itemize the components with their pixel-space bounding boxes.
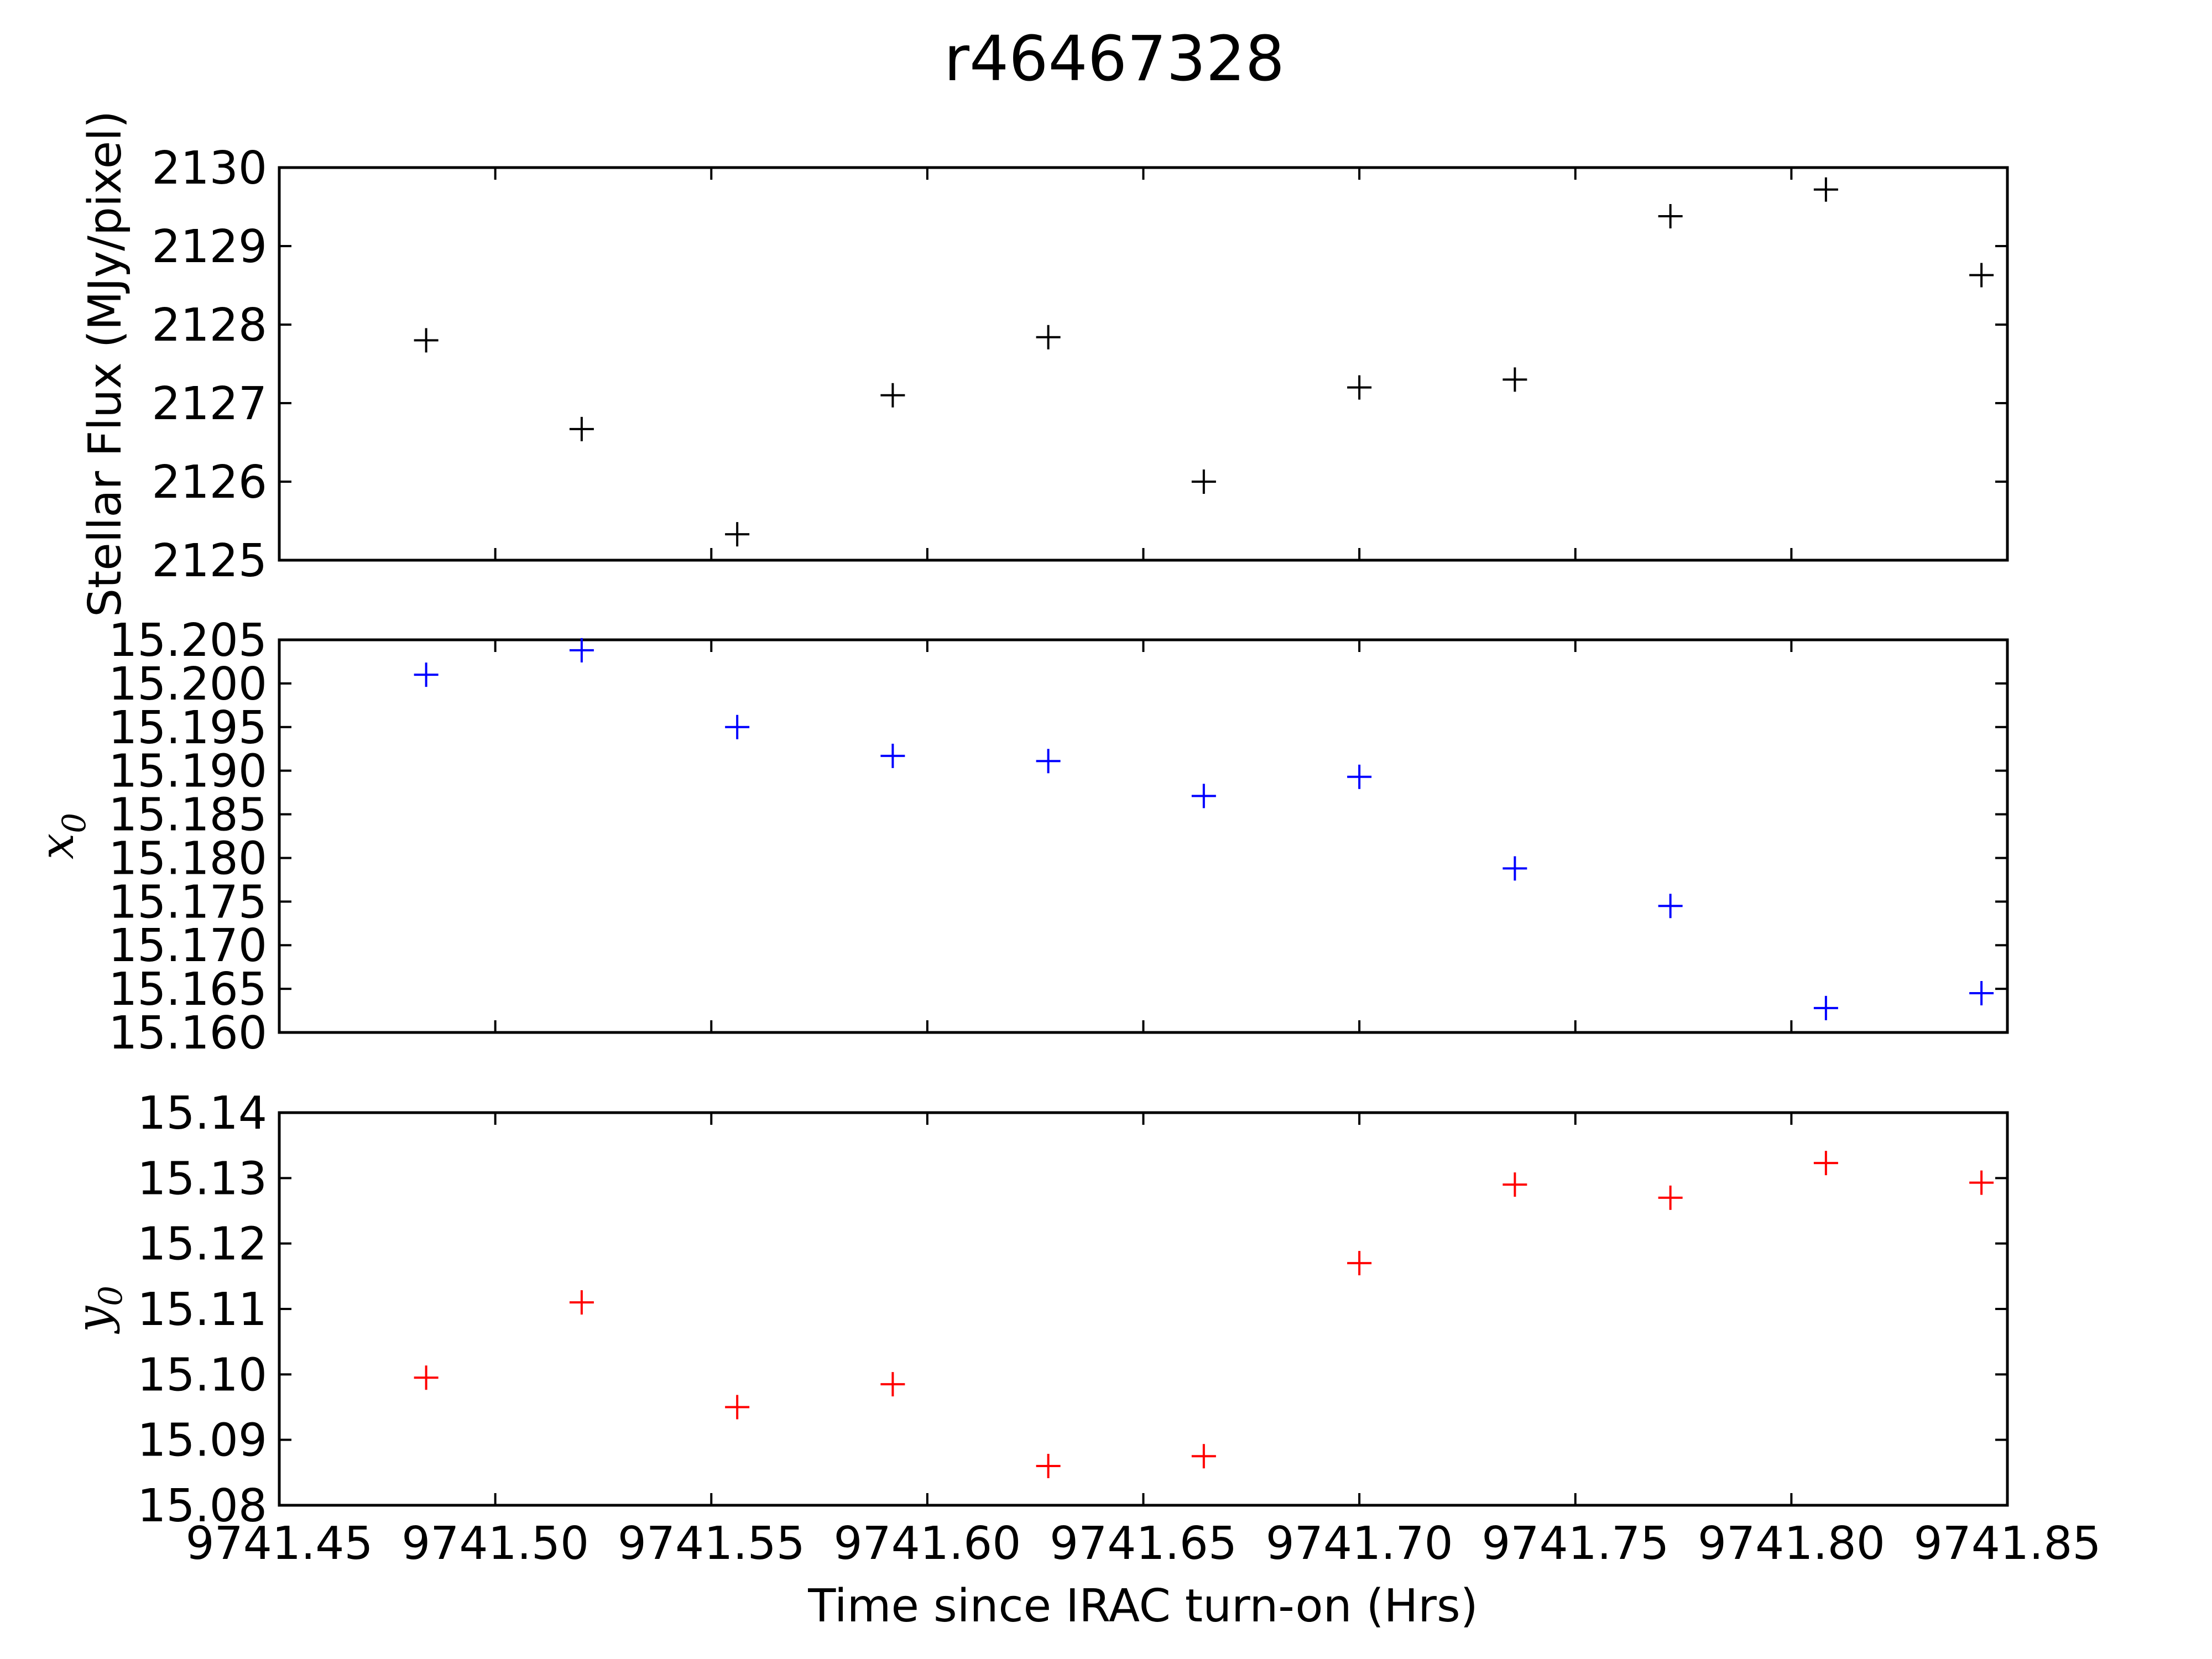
x0-plot-frame [278, 638, 2009, 1034]
x0-y-tick-label: 15.170 [108, 920, 267, 972]
y0-y-tick-label: 15.14 [137, 1087, 267, 1140]
y0-data-point [1036, 1454, 1061, 1478]
x0-data-point [569, 638, 594, 662]
x0-y-ticks: 15.16015.16515.17015.17515.18015.18515.1… [108, 614, 2007, 1060]
x0-y-axis-label-base: x [30, 833, 84, 859]
y0-plot-frame [278, 1111, 2009, 1507]
flux-y-tick-label: 2125 [152, 535, 267, 587]
x-tick-label: 9741.75 [1481, 1517, 1669, 1570]
y0-panel: 15.08 15.09 15.10 15.11 15.12 15.13 15.14 9741… [66, 1087, 2101, 1570]
flux-data-point [725, 522, 750, 547]
x0-y-tick-label: 15.200 [108, 658, 267, 711]
x0-data-point [414, 662, 439, 687]
x0-y-tick-label: 15.190 [108, 745, 267, 798]
x-tick-label: 9741.80 [1698, 1517, 1885, 1570]
flux-plot-frame [278, 166, 2009, 562]
figure-title: r46467328 [944, 23, 1285, 95]
x0-y-tick-label: 15.165 [108, 963, 267, 1016]
x0-data-point [1658, 894, 1683, 919]
flux-y-ticks: 2125 2126 2127 2128 2129 2130 [152, 142, 2007, 587]
y0-data-point [569, 1290, 594, 1315]
flux-y-tick-label: 2130 [152, 142, 267, 195]
x-tick-label: 9741.65 [1050, 1517, 1237, 1570]
x-axis-label: Time since IRAC turn-on (Hrs) [807, 1580, 1478, 1632]
flux-data-point [1347, 375, 1372, 400]
y0-data-point [1969, 1170, 1994, 1195]
flux-y-tick-label: 2129 [152, 221, 267, 273]
flux-data-point [1191, 469, 1216, 494]
y0-data-point [725, 1395, 750, 1420]
x0-data-point [1503, 856, 1527, 881]
x-tick-label: 9741.50 [401, 1517, 589, 1570]
y0-data-point [1191, 1444, 1216, 1469]
y0-points [414, 1151, 1994, 1478]
flux-data-point [414, 328, 439, 353]
x0-panel: 15.16015.16515.17015.17515.18015.18515.1… [30, 614, 2009, 1060]
y0-y-axis-label-sub: 0 [92, 1286, 129, 1306]
x0-data-point [1347, 764, 1372, 789]
x0-data-point [1813, 995, 1838, 1020]
y0-y-axis-label: y0 [66, 1286, 129, 1334]
x0-y-axis-label-sub: 0 [55, 813, 93, 833]
x0-data-point [1036, 749, 1061, 774]
flux-x-ticks [278, 168, 2008, 560]
flux-y-tick-label: 2128 [152, 299, 267, 352]
flux-y-axis-label: Stellar Flux (MJy/pixel) [79, 111, 132, 617]
x0-y-tick-label: 15.175 [108, 876, 267, 928]
flux-points [414, 177, 1994, 547]
x0-data-point [880, 743, 905, 768]
x0-points [414, 638, 1994, 1020]
y0-y-tick-label: 15.12 [137, 1218, 267, 1271]
x-tick-label: 9741.45 [185, 1517, 373, 1570]
x0-data-point [1969, 981, 1994, 1005]
x0-y-tick-label: 15.195 [108, 702, 267, 754]
x-tick-label: 9741.70 [1266, 1517, 1453, 1570]
flux-data-point [1658, 204, 1683, 229]
y0-y-tick-label: 15.11 [137, 1284, 267, 1336]
flux-panel: 2125 2126 2127 2128 2129 2130 Stellar Flux (M… [79, 111, 2009, 617]
x-tick-label: 9741.85 [1913, 1517, 2101, 1570]
x-tick-label: 9741.55 [618, 1517, 805, 1570]
x0-x-ticks [278, 640, 2008, 1032]
y0-y-tick-label: 15.09 [137, 1415, 267, 1467]
y0-y-tick-label: 15.10 [137, 1349, 267, 1401]
y0-x-ticks: 9741.45 9741.50 9741.55 9741.60 9741.65 9741.… [185, 1113, 2101, 1570]
x0-y-tick-label: 15.205 [108, 614, 267, 667]
flux-data-point [1969, 263, 1994, 288]
flux-data-point [569, 416, 594, 441]
y0-y-ticks: 15.08 15.09 15.10 15.11 15.12 15.13 15.14 [137, 1087, 2007, 1532]
x0-data-point [1191, 784, 1216, 808]
x0-y-tick-label: 15.185 [108, 789, 267, 842]
y0-y-axis-label-base: y [66, 1305, 121, 1334]
y0-data-point [1503, 1172, 1527, 1197]
y0-data-point [414, 1365, 439, 1390]
flux-data-point [1503, 367, 1527, 392]
y0-data-point [1813, 1151, 1838, 1176]
x0-y-tick-label: 15.180 [108, 832, 267, 885]
x0-y-tick-label: 15.160 [108, 1007, 267, 1060]
y0-data-point [1347, 1251, 1372, 1276]
x-tick-label: 9741.60 [833, 1517, 1021, 1570]
flux-data-point [1813, 177, 1838, 202]
flux-y-tick-label: 2126 [152, 456, 267, 509]
y0-data-point [1658, 1185, 1683, 1210]
y0-data-point [880, 1372, 905, 1397]
x0-data-point [725, 714, 750, 739]
y0-y-tick-label: 15.13 [137, 1152, 267, 1205]
y0-y-tick-label: 15.08 [137, 1480, 267, 1532]
flux-y-tick-label: 2127 [152, 378, 267, 430]
flux-data-point [1036, 325, 1061, 349]
flux-data-point [880, 383, 905, 408]
x0-y-axis-label: x0 [30, 813, 93, 859]
